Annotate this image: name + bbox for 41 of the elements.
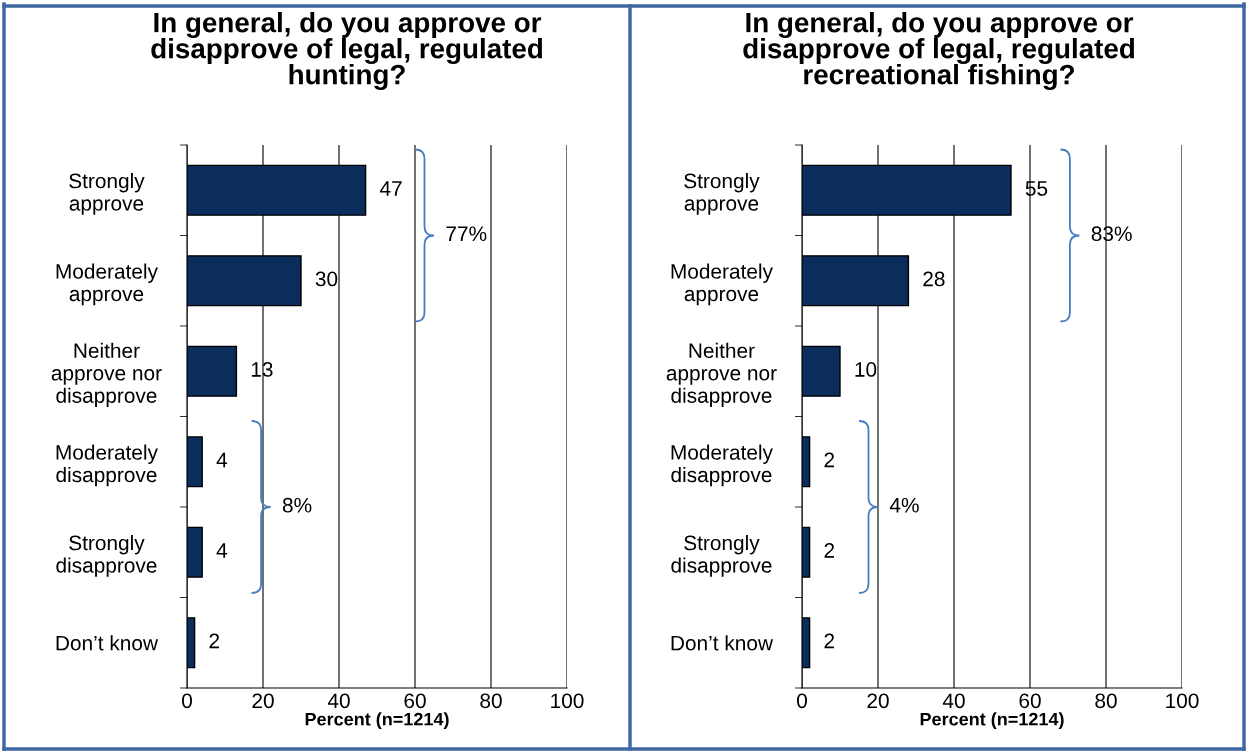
x-tick-label: 0: [797, 693, 807, 709]
annotation: 8%: [282, 497, 312, 513]
data-label: 28: [923, 271, 945, 287]
y-tick-label: Moderately approve: [56, 263, 158, 306]
x-tick-label: 60: [1019, 693, 1041, 709]
x-tick-label: 80: [480, 693, 502, 709]
x-tick-label: 40: [327, 693, 350, 709]
x-tick-label: 100: [551, 693, 584, 709]
y-tick-label: Moderately disapprove: [56, 444, 158, 487]
chart-title: In general, do you approve or disapprove of legal, regulated hunting?: [151, 12, 542, 91]
y-tick-label: Moderately approve: [671, 263, 773, 306]
y-tick-label: Moderately disapprove: [671, 444, 773, 487]
y-tick-label: Strongly approve: [684, 172, 760, 215]
x-tick-label: 20: [252, 693, 274, 709]
y-tick-label: Strongly approve: [69, 172, 145, 215]
annotation: 77%: [446, 226, 487, 242]
y-tick-label: Strongly disapprove: [56, 534, 157, 577]
y-tick-label: Don’t know: [671, 635, 774, 651]
data-label: 2: [209, 633, 220, 649]
x-tick-label: 100: [1166, 693, 1199, 709]
y-tick-label: Strongly disapprove: [671, 534, 772, 577]
annotation: 4%: [889, 497, 919, 513]
x-tick-label: 20: [867, 693, 889, 709]
x-axis-title: Percent (n=1214): [305, 712, 449, 730]
data-label: 2: [824, 633, 835, 649]
y-tick-label: Neither approve nor disapprove: [51, 342, 162, 408]
data-label: 30: [315, 271, 338, 287]
y-tick-label: Don’t know: [56, 635, 159, 651]
data-label: 4: [216, 452, 228, 468]
x-tick-label: 0: [182, 693, 192, 709]
data-label: 2: [824, 543, 835, 558]
x-tick-label: 80: [1095, 693, 1117, 709]
x-tick-label: 40: [942, 693, 965, 709]
chart-title: In general, do you approve or disapprove of legal, regulated recreational fishing?: [743, 12, 1134, 91]
x-axis-title: Percent (n=1214): [920, 712, 1064, 730]
data-label: 2: [824, 452, 835, 468]
data-label: 47: [379, 181, 402, 196]
data-label: 4: [216, 543, 228, 558]
x-tick-label: 60: [404, 693, 426, 709]
y-tick-label: Neither approve nor disapprove: [666, 342, 777, 408]
data-label: 10: [855, 362, 877, 377]
